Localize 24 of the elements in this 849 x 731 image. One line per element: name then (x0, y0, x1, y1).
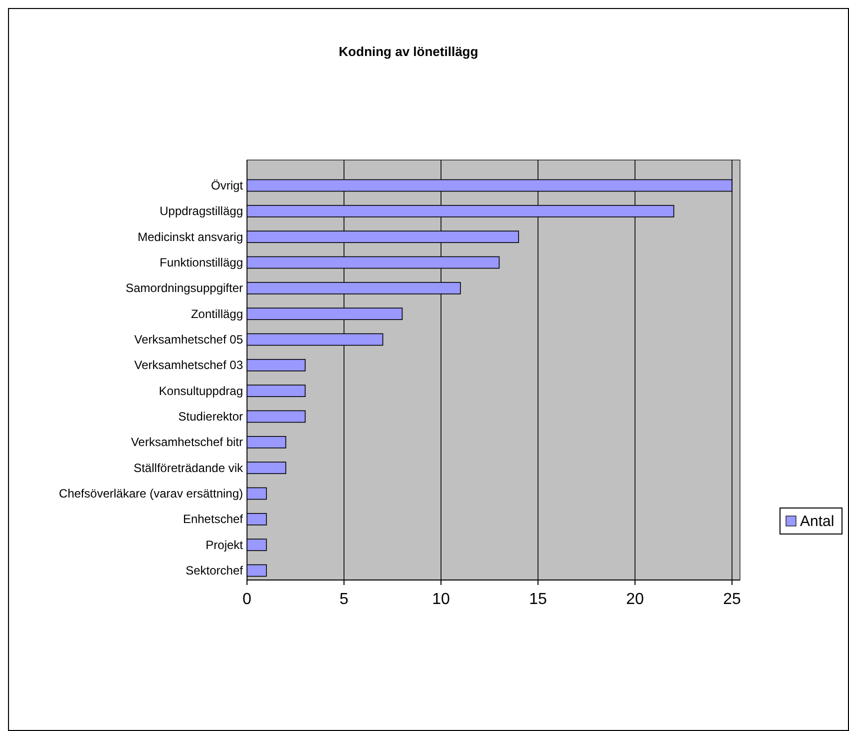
y-tick-label: Ställföreträdande vik (134, 460, 244, 475)
chart-title: Kodning av lönetillägg (338, 44, 478, 59)
x-tick-label: 0 (242, 591, 252, 608)
y-tick-label: Samordningsuppgifter (126, 281, 243, 296)
y-tick-label: Funktionstillägg (160, 255, 243, 270)
y-tick-label: Medicinskt ansvarig (138, 230, 243, 244)
x-tick-label: 20 (626, 591, 644, 608)
y-tick-label: Övrigt (210, 178, 244, 192)
y-tick-label: Verksamhetschef bitr (130, 435, 243, 450)
y-tick-label: Verksamhetschef 05 (134, 332, 244, 346)
x-tick-label: 10 (432, 591, 450, 608)
y-tick-label: Chefsöverläkare (varav ersättning) (58, 486, 244, 501)
legend-label: Antal (800, 513, 834, 530)
y-tick-label: Projekt (206, 538, 244, 552)
y-tick-label: Uppdragstillägg (160, 204, 243, 218)
x-tick-label: 25 (723, 591, 741, 608)
x-tick-label: 5 (340, 591, 349, 608)
y-tick-label: Studierektor (178, 410, 243, 424)
x-tick-label: 15 (529, 591, 547, 608)
y-tick-label: Enhetschef (182, 512, 244, 526)
y-tick-label: Verksamhetschef 03 (134, 358, 244, 372)
y-tick-label: Konsultuppdrag (158, 384, 243, 398)
y-tick-label: Zontillägg (190, 306, 243, 321)
y-tick-label: Sektorchef (186, 564, 244, 578)
